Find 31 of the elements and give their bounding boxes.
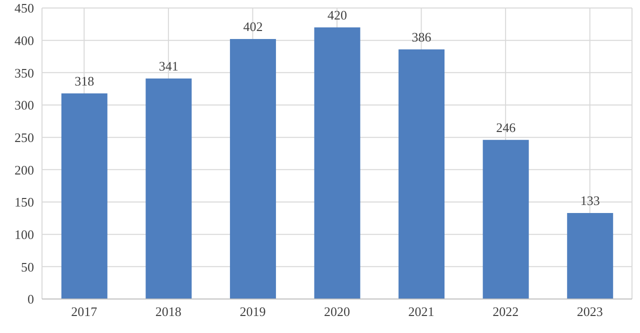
y-tick-label: 400 <box>14 32 34 48</box>
y-tick-label: 300 <box>14 98 34 113</box>
x-tick-label: 2020 <box>324 304 350 320</box>
x-tick-label: 2019 <box>240 304 266 320</box>
y-tick-label: 100 <box>14 226 34 242</box>
bar <box>398 49 445 299</box>
y-tick-label: 150 <box>14 194 34 210</box>
y-tick-label: 350 <box>14 65 34 80</box>
y-tick-label: 450 <box>14 0 34 16</box>
data-label: 318 <box>74 73 94 88</box>
x-tick-label: 2021 <box>408 304 434 320</box>
x-tick-label: 2023 <box>576 304 603 320</box>
bar <box>230 39 276 299</box>
y-tick-label: 50 <box>21 259 34 274</box>
bar <box>146 78 192 299</box>
y-tick-label: 200 <box>14 162 34 178</box>
data-label: 133 <box>580 192 600 208</box>
data-label: 341 <box>158 58 178 74</box>
y-tick-label: 0 <box>28 292 34 307</box>
bar <box>314 27 360 299</box>
y-tick-label: 250 <box>14 130 34 145</box>
bar <box>61 93 108 299</box>
x-tick-label: 2022 <box>492 304 519 320</box>
data-label: 246 <box>496 120 516 135</box>
data-label: 420 <box>327 7 347 22</box>
data-label: 386 <box>412 29 432 44</box>
bar <box>567 212 614 299</box>
data-label: 402 <box>243 19 263 34</box>
bar <box>482 140 529 299</box>
x-tick-label: 2018 <box>155 304 182 320</box>
x-tick-label: 2017 <box>71 304 98 320</box>
